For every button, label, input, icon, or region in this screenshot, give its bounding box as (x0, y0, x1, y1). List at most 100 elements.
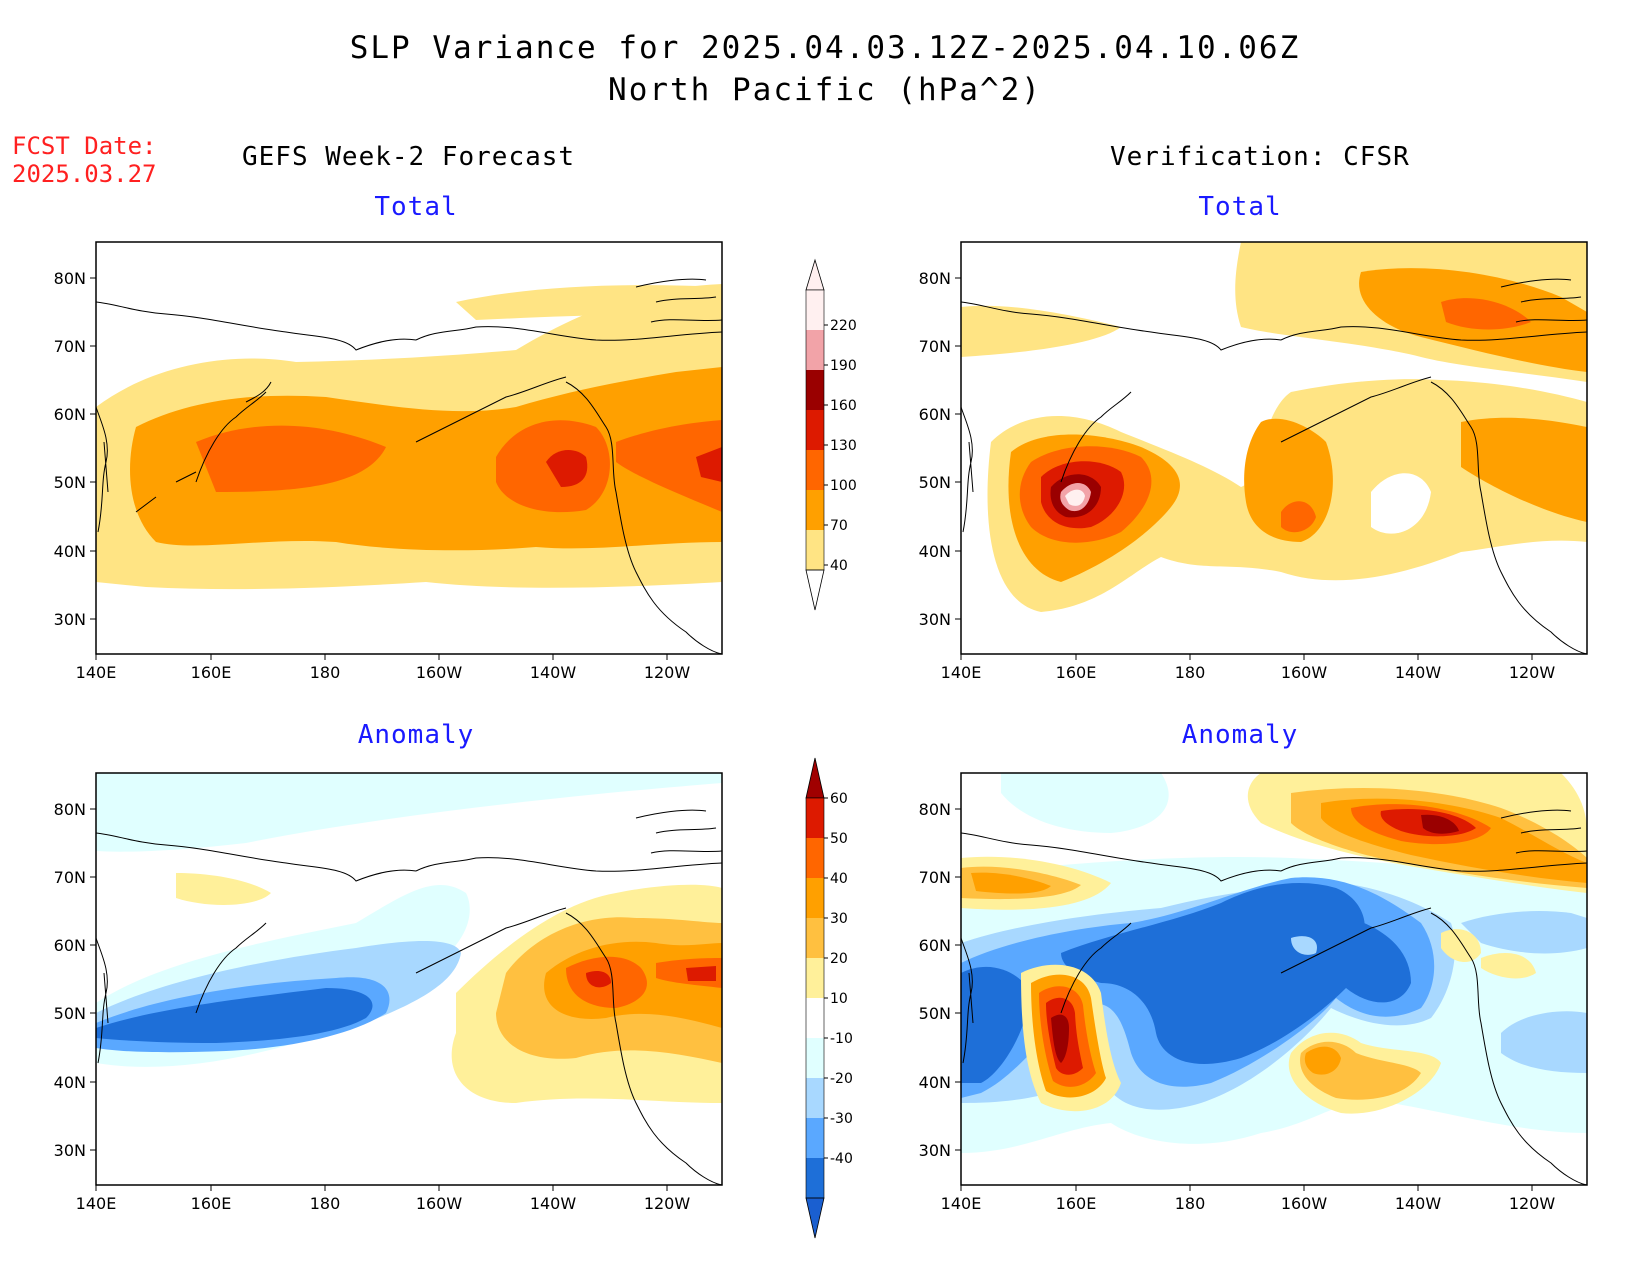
lon-tick-label: 120W (1509, 1194, 1556, 1213)
legend-anomaly-label: -40 (830, 1151, 853, 1167)
lat-tick-label: 40N (54, 1073, 86, 1092)
legend-anomaly-swatch (806, 918, 824, 958)
lon-tick-label: 120W (1509, 663, 1556, 682)
lon-tick-label: 140E (76, 663, 117, 682)
lon-tick-label: 120W (644, 663, 691, 682)
legend-total-label: 70 (830, 518, 848, 534)
legend-anomaly-label: -20 (830, 1071, 853, 1087)
lat-tick-label: 70N (919, 868, 951, 887)
panel-cfsr-total (960, 241, 1588, 655)
lat-tick-label: 70N (54, 868, 86, 887)
axes: 140E 160E 180 160W 140W 120W 80N 70N 60N 50N 40N 30… (54, 269, 1556, 1213)
legend-anomaly-label: 30 (830, 911, 848, 927)
left-total-label: Total (374, 192, 458, 222)
legend-anomaly: 60 50 40 30 20 10 -10 -20 -30 -40 (805, 757, 853, 1239)
lat-tick-label: 60N (54, 936, 86, 955)
legend-total-label: 130 (830, 438, 857, 454)
lat-tick-label: 80N (919, 269, 951, 288)
lat-tick-label: 80N (54, 800, 86, 819)
lon-tick-label: 160W (416, 1194, 463, 1213)
lon-tick-label: 140W (1395, 663, 1442, 682)
right-anomaly-label: Anomaly (1181, 720, 1299, 750)
legend-anomaly-swatch (806, 878, 824, 918)
fcst-date: 2025.03.27 (12, 160, 157, 188)
lat-tick-label: 40N (919, 1073, 951, 1092)
legend-total-top-arrow (805, 258, 825, 291)
lon-tick-label: 180 (310, 1194, 341, 1213)
lat-tick-label: 50N (54, 473, 86, 492)
fcst-label: FCST Date: (12, 132, 157, 160)
lat-tick-label: 50N (919, 473, 951, 492)
lat-tick-label: 50N (54, 1004, 86, 1023)
lat-tick-label: 40N (919, 542, 951, 561)
left-anomaly-label: Anomaly (357, 720, 475, 750)
legend-total-frame (805, 289, 825, 571)
legend-anomaly-label: 50 (830, 831, 848, 847)
legend-anomaly-label: -30 (830, 1111, 853, 1127)
lat-tick-label: 60N (919, 405, 951, 424)
legend-total-label: 100 (830, 478, 857, 494)
lon-tick-label: 180 (1175, 1194, 1206, 1213)
lat-tick-label: 70N (54, 337, 86, 356)
legend-anomaly-label: 10 (830, 991, 848, 1007)
legend-anomaly-label: 20 (830, 951, 848, 967)
lon-tick-label: 160W (1281, 1194, 1328, 1213)
left-column-title: GEFS Week-2 Forecast (242, 142, 576, 172)
lat-tick-label: 30N (919, 610, 951, 629)
lat-tick-label: 30N (54, 610, 86, 629)
lat-tick-label: 40N (54, 542, 86, 561)
lat-tick-label: 80N (54, 269, 86, 288)
legend-anomaly-swatch (806, 798, 824, 838)
legend-total-swatch (806, 530, 824, 570)
lat-tick-label: 30N (919, 1141, 951, 1160)
lon-tick-label: 160E (1056, 663, 1097, 682)
lon-tick-label: 180 (310, 663, 341, 682)
right-total-label: Total (1198, 192, 1282, 222)
lon-tick-label: 140E (76, 1194, 117, 1213)
legend-anomaly-swatch (806, 1078, 824, 1118)
legend-total-label: 220 (830, 318, 857, 334)
main-title: SLP Variance for 2025.04.03.12Z-2025.04.… (349, 30, 1301, 66)
right-column-title: Verification: CFSR (1110, 142, 1410, 172)
lat-tick-label: 80N (919, 800, 951, 819)
panel-gefs-anomaly (95, 772, 723, 1186)
lon-tick-label: 180 (1175, 663, 1206, 682)
lon-tick-label: 160E (1056, 1194, 1097, 1213)
legend-total-swatch (806, 330, 824, 370)
legend-total-swatch (806, 290, 824, 330)
legend-total-swatch (806, 450, 824, 490)
lon-tick-label: 140W (530, 663, 577, 682)
main-subtitle: North Pacific (hPa^2) (608, 72, 1042, 108)
lon-tick-label: 160E (191, 663, 232, 682)
legend-anomaly-swatch (806, 998, 824, 1038)
lat-tick-label: 60N (919, 936, 951, 955)
lon-tick-label: 140E (941, 1194, 982, 1213)
lon-tick-label: 120W (644, 1194, 691, 1213)
legend-anomaly-label: 40 (830, 871, 848, 887)
legend-anomaly-swatch (806, 1158, 824, 1198)
legend-anomaly-bottom-arrow (805, 1197, 825, 1239)
lon-tick-label: 140W (530, 1194, 577, 1213)
lon-tick-label: 140W (1395, 1194, 1442, 1213)
legend-anomaly-swatch (806, 958, 824, 998)
lat-tick-label: 50N (919, 1004, 951, 1023)
legend-total-label: 40 (830, 558, 848, 574)
legend-total: 220 190 160 130 100 70 40 (805, 258, 857, 611)
legend-total-bottom-arrow (805, 569, 825, 611)
legend-total-swatch (806, 410, 824, 450)
lat-tick-label: 60N (54, 405, 86, 424)
lat-tick-label: 70N (919, 337, 951, 356)
legend-total-swatch (806, 370, 824, 410)
legend-anomaly-label: 60 (830, 791, 848, 807)
legend-total-label: 190 (830, 358, 857, 374)
lat-tick-label: 30N (54, 1141, 86, 1160)
lon-tick-label: 160W (1281, 663, 1328, 682)
legend-total-label: 160 (830, 398, 857, 414)
legend-anomaly-swatch (806, 1038, 824, 1078)
panel-gefs-total (95, 241, 723, 655)
legend-anomaly-swatch (806, 1118, 824, 1158)
legend-anomaly-top-arrow (805, 757, 825, 799)
lon-tick-label: 160W (416, 663, 463, 682)
legend-anomaly-swatch (806, 838, 824, 878)
